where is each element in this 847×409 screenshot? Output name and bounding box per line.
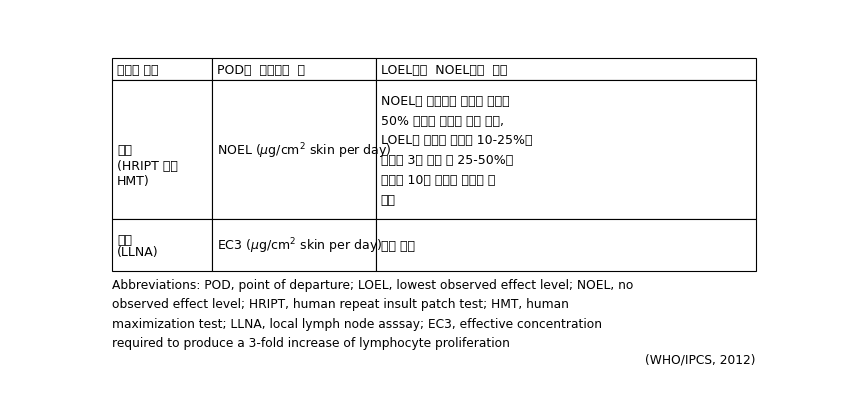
Bar bbox=[376, 81, 756, 220]
Text: (HRIPT 또는: (HRIPT 또는 bbox=[117, 159, 178, 172]
Text: 용량에 10의 계수가 외삽될 수: 용량에 10의 계수가 외삽될 수 bbox=[381, 174, 495, 187]
Bar bbox=[212, 220, 376, 272]
Text: required to produce a 3-fold increase of lymphocyte proliferation: required to produce a 3-fold increase of… bbox=[113, 337, 510, 350]
Text: 50% 미만인 결과가 있는 경우,: 50% 미만인 결과가 있는 경우, bbox=[381, 114, 504, 127]
Text: LOEL은 감작성 비율이 10-25%인: LOEL은 감작성 비율이 10-25%인 bbox=[381, 134, 532, 147]
Bar bbox=[113, 81, 212, 220]
Text: maximization test; LLNA, local lymph node asssay; EC3, effective concentration: maximization test; LLNA, local lymph nod… bbox=[113, 317, 602, 330]
Bar bbox=[212, 81, 376, 220]
Text: 동물: 동물 bbox=[117, 233, 132, 246]
Text: NOEL ($\mu$g/cm$^{2}$ skin per day): NOEL ($\mu$g/cm$^{2}$ skin per day) bbox=[217, 141, 391, 160]
Text: Abbreviations: POD, point of departure; LOEL, lowest observed effect level; NOEL: Abbreviations: POD, point of departure; … bbox=[113, 278, 634, 291]
Bar bbox=[113, 220, 212, 272]
Text: EC3 ($\mu$g/cm$^{2}$ skin per day): EC3 ($\mu$g/cm$^{2}$ skin per day) bbox=[217, 236, 382, 256]
Bar bbox=[113, 58, 212, 81]
Text: observed effect level; HRIPT, human repeat insult patch test; HMT, human: observed effect level; HRIPT, human repe… bbox=[113, 298, 569, 310]
Text: POD에  사용되는  값: POD에 사용되는 값 bbox=[217, 63, 305, 76]
Text: LOEL에서  NOEL로의  외삽: LOEL에서 NOEL로의 외삽 bbox=[381, 63, 507, 76]
Text: NOEL이 부족하고 감작성 비율이: NOEL이 부족하고 감작성 비율이 bbox=[381, 94, 509, 108]
Text: 용량에 3의 계수 및 25-50%인: 용량에 3의 계수 및 25-50%인 bbox=[381, 154, 513, 167]
Text: 사람: 사람 bbox=[117, 144, 132, 157]
Text: (WHO/IPCS, 2012): (WHO/IPCS, 2012) bbox=[645, 353, 756, 366]
Text: 필요 없음: 필요 없음 bbox=[381, 239, 415, 252]
Bar bbox=[376, 58, 756, 81]
Bar bbox=[376, 220, 756, 272]
Text: 있음: 있음 bbox=[381, 193, 396, 207]
Bar bbox=[212, 58, 376, 81]
Text: 데이터 종류: 데이터 종류 bbox=[117, 63, 158, 76]
Text: (LLNA): (LLNA) bbox=[117, 245, 158, 258]
Text: HMT): HMT) bbox=[117, 174, 150, 187]
